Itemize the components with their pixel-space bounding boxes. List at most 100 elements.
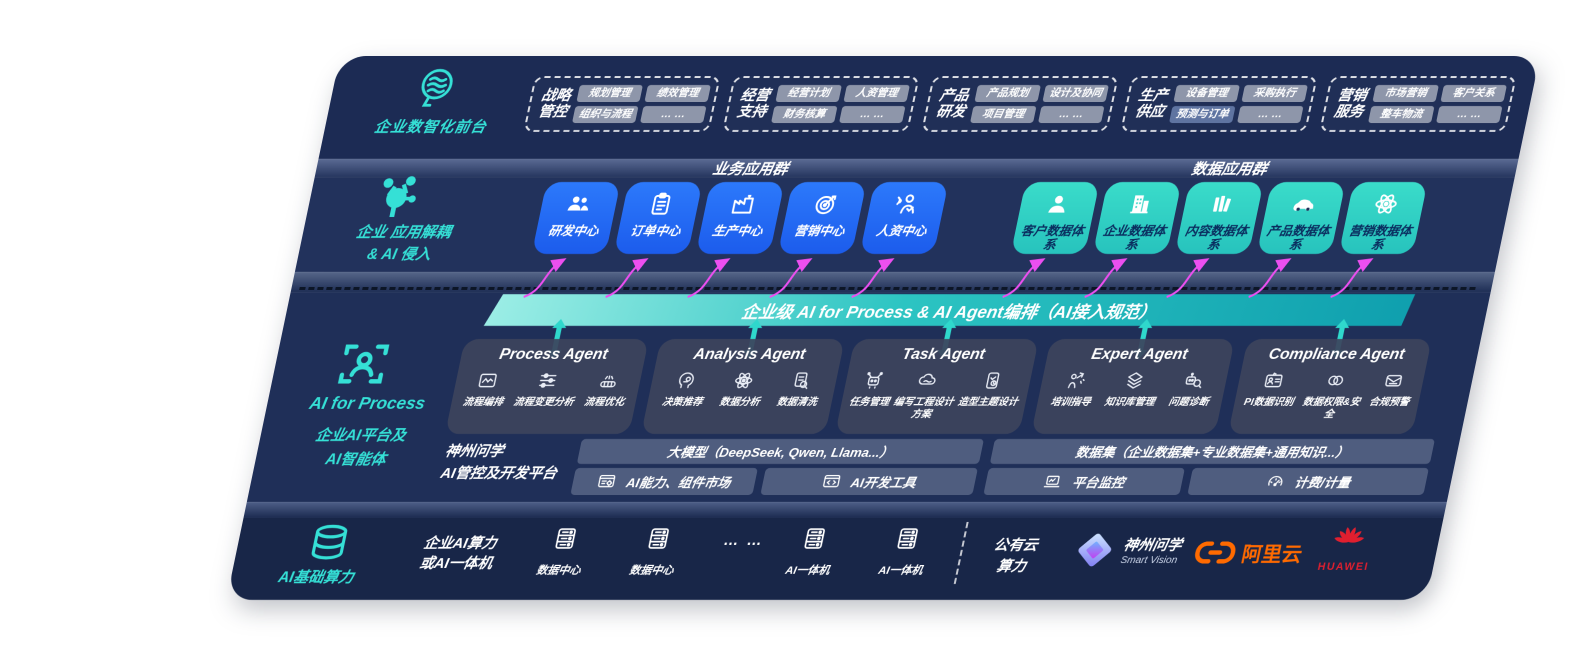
app-box-label: 人资中心: [874, 224, 928, 238]
front-group-title: 产品 研发: [934, 87, 971, 120]
front-layer-label: 企业数智化前台: [372, 119, 489, 136]
agent-items: PI数据识别 数据权限&安全 合规预警: [1237, 370, 1419, 420]
mail-icon: [1381, 370, 1406, 391]
hr-icon: [891, 191, 922, 217]
agent-box: Expert Agent 培训指导 知识库管理 问题诊断: [1031, 339, 1235, 434]
front-group-items: 规划管理 绩效管理 组织与流程… …: [571, 84, 711, 124]
present-icon: [1063, 370, 1088, 391]
smartvision-sub: Smart Vision: [1119, 555, 1179, 566]
app-box: 研发中心: [531, 182, 621, 254]
front-item-chip: … …: [1236, 106, 1304, 124]
agent-item-label: 任务管理: [848, 397, 891, 408]
agent-item: 决策推荐: [661, 370, 709, 409]
agent-item-label: 数据权限&安全: [1301, 397, 1362, 420]
front-groups: 战略 管控 规划管理 绩效管理 组织与流程… … 经营 支持 经营计划 人资管理 财务核算……: [523, 76, 1517, 132]
huawei-name: HUAWEI: [1316, 561, 1370, 573]
huawei-logo-icon: [1330, 522, 1369, 554]
window-gear-icon: [596, 472, 619, 491]
infra-node: AI一体机: [857, 526, 952, 578]
business-group-header: 业务应用群: [710, 161, 790, 178]
agent-title: Analysis Agent: [692, 346, 808, 363]
front-item-chip: 组织与流程: [571, 106, 639, 124]
clipboard-icon: [645, 191, 676, 217]
server-icon: [643, 526, 673, 551]
front-item-chip: 经营计划: [775, 84, 842, 102]
car-icon: [1288, 191, 1319, 217]
agent-item: PI数据识别: [1243, 370, 1300, 409]
factory-icon: [727, 191, 758, 217]
front-group-items: 设备管理 采购执行 预测与订单… …: [1168, 84, 1308, 124]
front-item-chip: 整车物流: [1367, 106, 1435, 124]
vendor-huawei: HUAWEI: [1304, 522, 1391, 573]
team-icon: [563, 191, 594, 217]
front-item-chip: 产品规划: [974, 84, 1041, 102]
building-icon: [1124, 191, 1155, 217]
platform-cell-label: 平台监控: [1070, 475, 1126, 490]
front-item-chip: 客户关系: [1440, 84, 1507, 102]
agent-items: 决策推荐 数据分析 数据清洗: [652, 370, 832, 409]
agent-item-label: 问题诊断: [1167, 397, 1210, 408]
aliyun-name: 阿里云: [1239, 544, 1305, 566]
agent-item-label: 数据清洗: [775, 397, 819, 408]
llm-bar: 大模型（DeepSeek, Qwen, Llama...）: [576, 439, 984, 464]
platform-label: 神州问学 AI管控及开发平台: [439, 444, 559, 482]
agent-item-label: 编写工程设计方案: [892, 397, 955, 420]
agent-item-label: 流程编排: [461, 397, 505, 408]
agent-item: 问题诊断: [1167, 370, 1215, 409]
agent-item-label: 培训指导: [1049, 397, 1092, 408]
agent-item-label: 知识库管理: [1103, 397, 1156, 408]
agent-box: Process Agent 流程编排 流程变更分析 流程优化: [445, 339, 649, 434]
vendor-smartvision: 神州问学 Smart Vision: [1071, 530, 1185, 570]
front-item-chip: 人资管理: [843, 84, 910, 102]
app-box-label: 企业数据体系: [1101, 224, 1168, 253]
front-group-title: 生产 供应: [1133, 87, 1170, 120]
front-item-chip: 绩效管理: [644, 84, 711, 102]
public-cloud-label: 公有云 算力: [992, 538, 1040, 576]
server-icon: [799, 526, 829, 551]
infra-node: 数据中心: [515, 526, 610, 578]
app-box: 产品数据体系: [1256, 182, 1346, 254]
robot-icon: [861, 370, 886, 391]
sliders-icon: [535, 370, 560, 391]
front-item-chip: 设备管理: [1173, 84, 1240, 102]
front-item-chip: 采购执行: [1241, 84, 1308, 102]
agent-item-label: 决策推荐: [661, 397, 704, 408]
idcard-icon: [1261, 370, 1286, 391]
app-box-label: 研发中心: [546, 224, 600, 238]
app-box: 人资中心: [859, 182, 949, 254]
infra-node-label: 数据中心: [535, 565, 582, 577]
tablet-icon: [980, 370, 1005, 391]
orchestration-bar-label: 企业级 AI for Process & AI Agent编排（AI接入规范）: [739, 302, 1159, 322]
front-item-chip: … …: [639, 106, 707, 124]
server-icon: [892, 526, 922, 551]
front-group: 经营 支持 经营计划 人资管理 财务核算… …: [722, 76, 920, 132]
platform-cell: 平台监控: [983, 468, 1185, 495]
front-item-chip: 财务核算: [770, 106, 838, 124]
front-group-items: 产品规划 设计及协同 项目管理… …: [969, 84, 1109, 124]
agent-items: 任务管理 编写工程设计方案 造型主题设计: [844, 370, 1026, 420]
atom-icon: [1370, 191, 1401, 217]
app-box-label: 客户数据体系: [1019, 224, 1086, 253]
agent-title: Process Agent: [497, 346, 610, 363]
app-box-label: 营销数据体系: [1347, 224, 1414, 253]
ai-layer-subtitle-2: AI智能体: [323, 451, 388, 468]
agent-item-label: 造型主题设计: [956, 397, 1020, 408]
front-item-chip: 设计及协同: [1042, 84, 1109, 102]
llm-cells: AI能力、组件市场 AI开发工具: [570, 468, 978, 495]
integration-dashed-line: [299, 287, 1476, 290]
infra-node: 数据中心: [608, 526, 703, 578]
front-group: 战略 管控 规划管理 绩效管理 组织与流程… …: [523, 76, 721, 132]
smartvision-name: 神州问学: [1121, 538, 1184, 554]
agent-item-label: 合规预警: [1368, 397, 1411, 408]
agent-item-label: 流程优化: [583, 397, 626, 408]
panel-icon: [475, 370, 500, 391]
agent-items: 培训指导 知识库管理 问题诊断: [1042, 370, 1222, 409]
front-item-chip: 规划管理: [576, 84, 643, 102]
cloud-icon: [915, 370, 940, 391]
diagram-card: 企业数智化前台 战略 管控 规划管理 绩效管理 组织与流程… … 经营 支持 经营计划人…: [226, 56, 1540, 600]
front-group: 生产 供应 设备管理 采购执行 预测与订单… …: [1120, 76, 1318, 132]
app-box: 企业数据体系: [1092, 182, 1182, 254]
app-boxes-row: 研发中心 订单中心 生产中心 营销中心 人资中心 客户数据体系 企业数据体系 内…: [298, 182, 1513, 256]
platform-cell-label: 计费/计量: [1293, 475, 1352, 490]
agent-item: 流程变更分析: [512, 370, 580, 409]
